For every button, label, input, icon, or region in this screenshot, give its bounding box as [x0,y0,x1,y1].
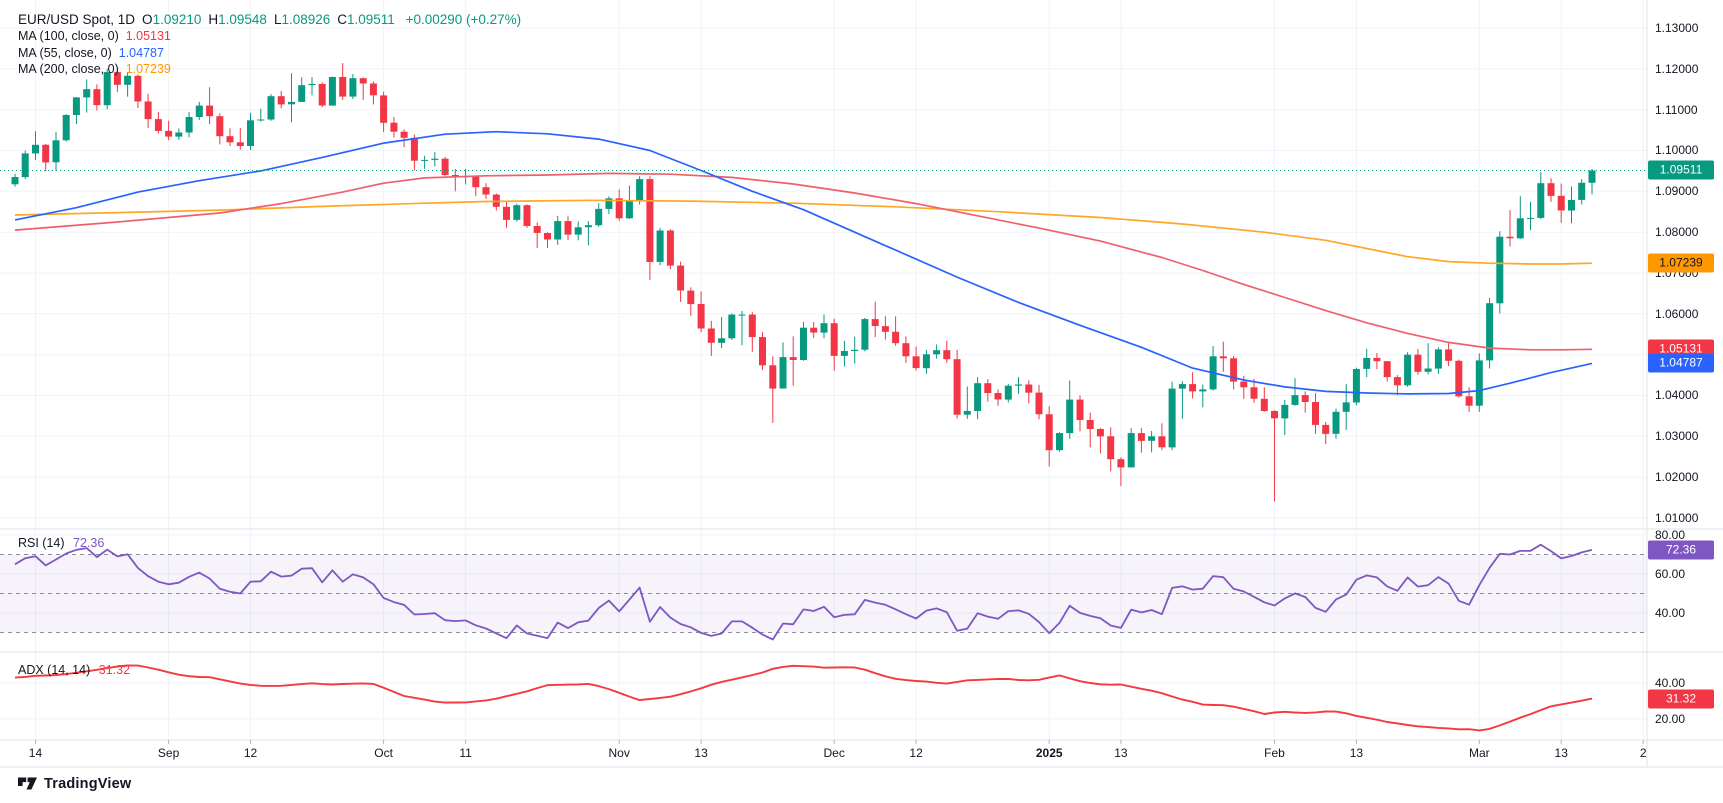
rsi-legend[interactable]: RSI (14) 72.36 [18,536,104,550]
time-axis-label: 12 [909,746,923,760]
ma-label: MA (100, close, 0) [18,29,119,43]
axis-tick-label: 40.00 [1655,606,1686,620]
ma200-line [14,199,1593,265]
price-badge: 72.36 [1648,540,1714,560]
price-badge: 1.07239 [1648,253,1714,273]
tradingview-logo-icon [18,777,37,790]
time-axis-label: Dec [823,746,845,760]
time-axis-label: 2 [1639,746,1647,760]
axis-tick-label: 40.00 [1655,676,1686,690]
adx-legend[interactable]: ADX (14, 14) 31.32 [18,663,130,677]
axis-tick-label: 1.13000 [1655,21,1699,35]
time-axis-label: 13 [1114,746,1128,760]
axis-tick-label: 20.00 [1655,712,1686,726]
time-axis-label: 2025 [1035,746,1063,760]
axis-tick-label: 1.09000 [1655,184,1699,199]
ma-legend-row[interactable]: MA (55, close, 0) 1.04787 [18,46,521,62]
ma-value: 1.07239 [118,62,171,76]
axis-tick-label: 1.01000 [1655,510,1699,525]
rsi-value: 72.36 [73,536,105,550]
price-badge: 1.04787 [1648,353,1714,373]
axis-tick-label: 1.03000 [1655,429,1699,444]
price-badge: 1.09511 [1648,160,1714,180]
time-axis-label: 11 [459,746,472,760]
ohlc-h: H1.09548 [208,12,267,27]
price-badge: 31.32 [1648,689,1714,709]
candles-layer [11,63,1596,502]
time-axis-label: Mar [1468,746,1490,760]
ma-value: 1.04787 [111,45,164,60]
ohlc-o: O1.09210 [142,12,202,27]
ohlc-c: C1.09511 [337,12,395,27]
chart-legend: EUR/USD Spot, 1D O1.09210 H1.09548 L1.08926… [18,11,521,78]
axis-tick-label: 1.08000 [1655,225,1699,240]
rsi-label: RSI (14) [18,536,65,550]
axis-tick-label: 1.06000 [1655,306,1699,321]
axis-tick-label: 80.00 [1655,528,1686,542]
time-axis-label: Nov [608,746,630,760]
axis-tick-label: 1.10000 [1655,143,1699,158]
adx-value: 31.32 [98,663,131,677]
symbol-legend-row: EUR/USD Spot, 1D O1.09210 H1.09548 L1.08926… [18,11,521,28]
time-axis-label: 12 [243,746,258,760]
adx-line [14,664,1593,732]
ma100-line [14,172,1593,351]
ma-value: 1.05131 [118,29,171,43]
time-axis-label: Sep [157,746,180,760]
ma-legend-row[interactable]: MA (100, close, 0) 1.05131 [18,29,521,45]
axis-tick-label: 1.12000 [1655,61,1699,76]
time-axis-label: 14 [28,746,43,760]
rsi-band [0,554,1647,633]
ma-legend-row[interactable]: MA (200, close, 0) 1.07239 [18,62,521,78]
time-axis-label: Feb [1264,746,1285,760]
ma-label: MA (55, close, 0) [18,45,112,60]
time-axis-label: 13 [694,746,708,760]
ohlc-l: L1.08926 [273,12,331,27]
symbol-title[interactable]: EUR/USD Spot, 1D [18,12,136,27]
tradingview-brand-text: TradingView [44,775,132,792]
time-axis-label: 13 [1349,746,1364,760]
time-axis[interactable]: 14 Sep 12 Oct 11 Nov 13 Dec 12 2025 13 Feb 13 Mar 13 2 [0,740,1723,767]
time-axis-label: 13 [1554,746,1568,760]
rsi-line [14,543,1593,641]
ma55-line [14,130,1593,395]
axis-tick-label: 1.04000 [1655,388,1699,403]
time-axis-label: Oct [374,746,393,760]
adx-label: ADX (14, 14) [18,663,91,677]
change-value: +0.00290 (+0.27%) [405,12,522,27]
axis-tick-label: 60.00 [1655,567,1686,581]
axis-tick-label: 1.11000 [1655,102,1698,117]
ma-label: MA (200, close, 0) [18,62,119,76]
axis-tick-label: 1.02000 [1655,470,1699,485]
price-axis[interactable]: 1.13000 1.12000 1.11000 1.10000 1.09000 1.080… [1647,0,1723,767]
tradingview-watermark[interactable]: TradingView [17,773,131,794]
